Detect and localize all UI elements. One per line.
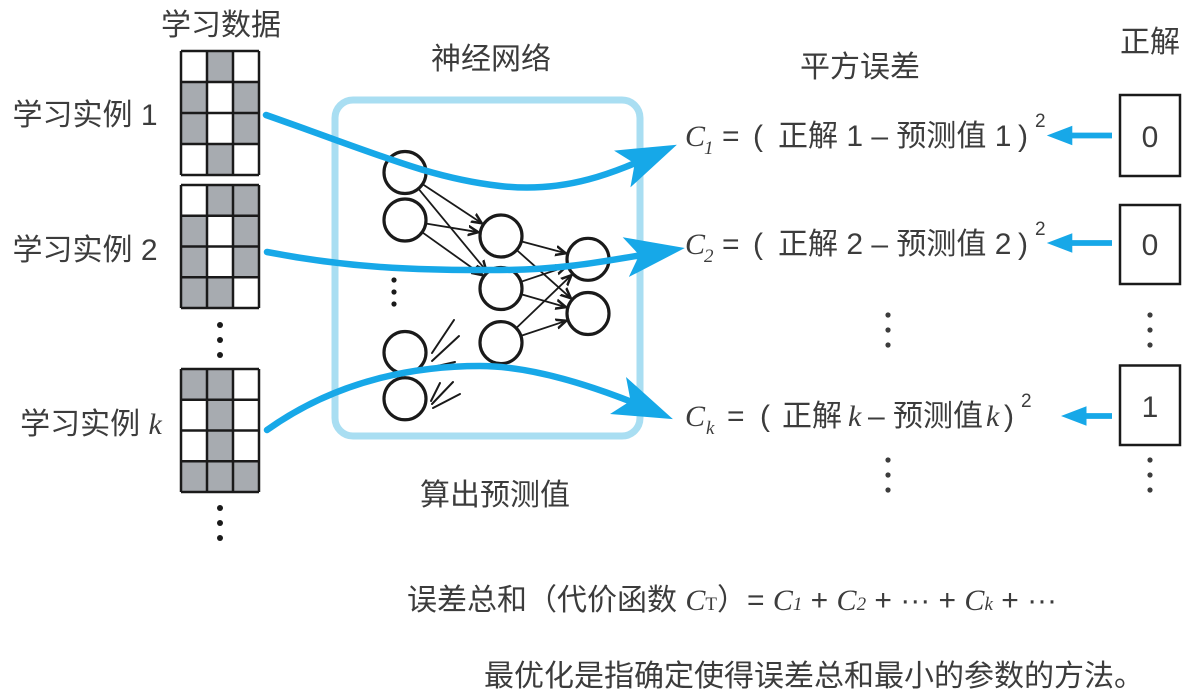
- svg-text:学习实例 1: 学习实例 1: [12, 99, 157, 132]
- svg-text:学习数据: 学习数据: [161, 9, 281, 42]
- svg-text:– 预测值: – 预测值: [868, 400, 983, 433]
- svg-text:2: 2: [1021, 391, 1032, 412]
- svg-text:2: 2: [704, 246, 714, 267]
- svg-text:算出预测值: 算出预测值: [420, 479, 570, 512]
- svg-text:(: (: [753, 120, 763, 153]
- svg-text:C: C: [685, 120, 706, 153]
- svg-text:=: =: [727, 400, 745, 433]
- svg-text:C: C: [685, 228, 706, 261]
- svg-text:平方误差: 平方误差: [800, 51, 920, 84]
- svg-text:正解 1 – 预测值 1: 正解 1 – 预测值 1: [778, 120, 1011, 153]
- svg-text:1: 1: [704, 138, 714, 159]
- svg-text:k: k: [706, 418, 715, 439]
- svg-text:k: k: [986, 400, 1000, 433]
- svg-text:): ): [1004, 400, 1014, 433]
- svg-text:0: 0: [1142, 229, 1159, 262]
- svg-text:0: 0: [1142, 121, 1159, 154]
- svg-text:): ): [1018, 228, 1028, 261]
- svg-text:(: (: [760, 400, 770, 433]
- svg-text:正解: 正解: [1120, 26, 1180, 59]
- svg-text:C: C: [685, 400, 706, 433]
- svg-text:正解: 正解: [782, 400, 842, 433]
- svg-text:最优化是指确定使得误差总和最小的参数的方法。: 最优化是指确定使得误差总和最小的参数的方法。: [484, 660, 1144, 693]
- svg-text:=: =: [722, 228, 740, 261]
- svg-text:=: =: [722, 120, 740, 153]
- svg-text:学习实例 k: 学习实例 k: [20, 408, 162, 441]
- svg-text:2: 2: [1035, 219, 1046, 240]
- svg-text:k: k: [848, 400, 862, 433]
- svg-text:): ): [1018, 120, 1028, 153]
- svg-text:1: 1: [1142, 391, 1159, 424]
- svg-text:神经网络: 神经网络: [431, 43, 551, 76]
- svg-text:2: 2: [1035, 111, 1046, 132]
- svg-text:学习实例 2: 学习实例 2: [12, 234, 157, 267]
- svg-text:正解 2 – 预测值 2: 正解 2 – 预测值 2: [778, 228, 1011, 261]
- svg-text:误差总和（代价函数 CT）= C1 + C2 + ··· +: 误差总和（代价函数 CT）= C1 + C2 + ··· + Ck + ···: [407, 584, 1057, 617]
- svg-text:(: (: [753, 228, 763, 261]
